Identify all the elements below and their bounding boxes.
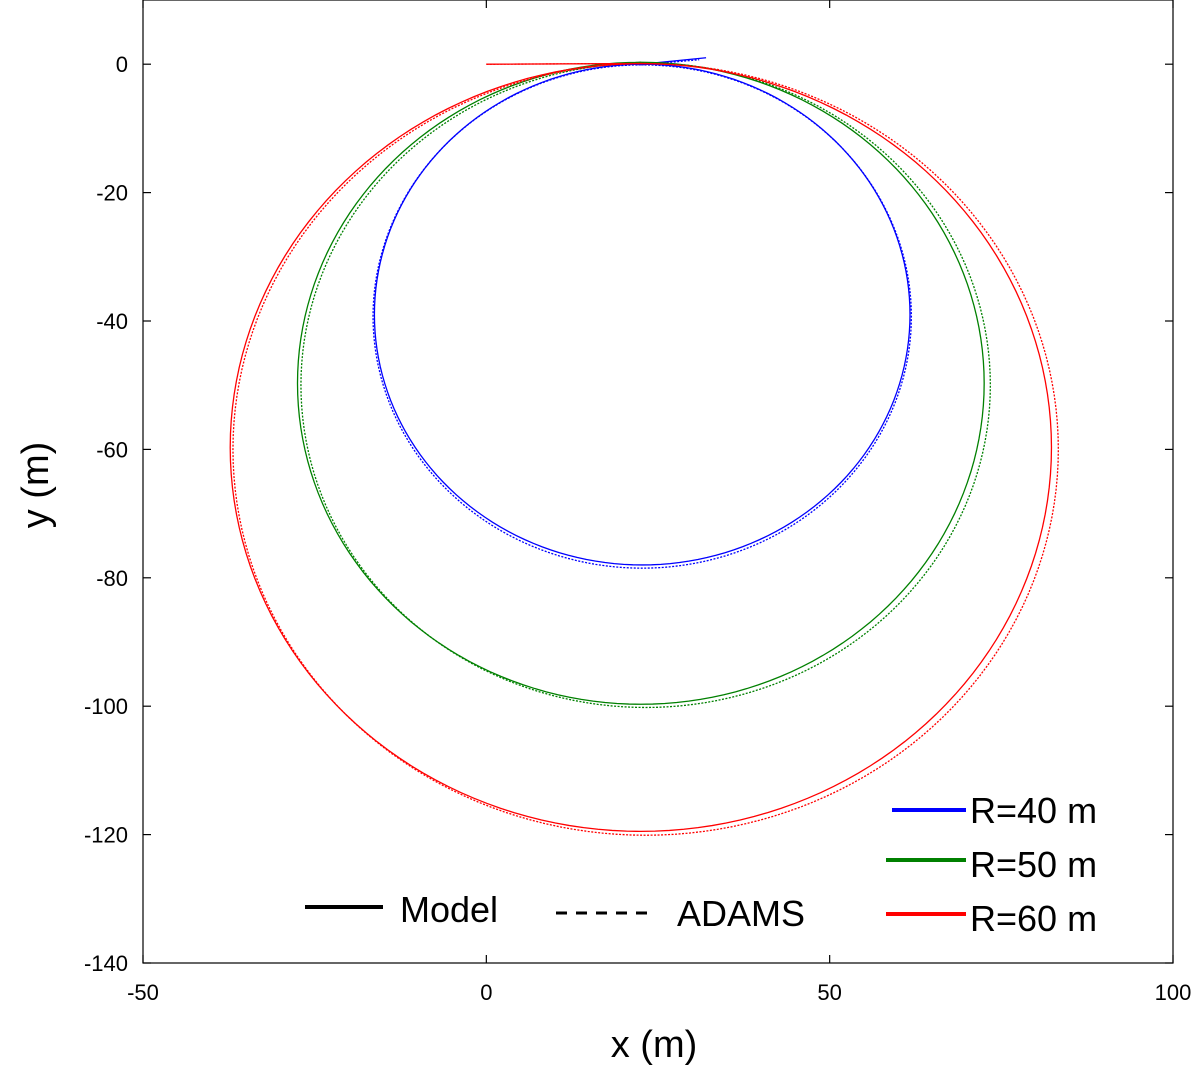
adams-curve [232,62,1059,836]
series-r-60-m [229,62,1059,836]
x-tick-label: 50 [817,980,841,1005]
x-axis-label: x (m) [611,1024,698,1066]
model-curve [296,61,985,705]
legend-label-r50: R=50 m [970,844,1097,885]
y-axis-label: y (m) [15,442,57,529]
y-tick-label: -120 [84,823,128,848]
y-tick-labels: 0 -20 -40 -60 -80 -100 -120 -140 [84,52,128,976]
y-tick-label: -140 [84,951,128,976]
adams-curve [300,62,992,709]
x-tick-label: -50 [127,980,159,1005]
model-style-label: Model [400,889,498,930]
y-tick-label: -60 [96,437,128,462]
adams-style-label: ADAMS [677,893,805,934]
trajectory-curves [229,57,1059,836]
y-tick-label: -100 [84,694,128,719]
y-tick-label: -20 [96,181,128,206]
series-legend: R=40 m R=50 m R=60 m [886,790,1097,939]
line-style-legend: Model ADAMS [305,889,805,934]
y-tick-label: -80 [96,566,128,591]
series-r-40-m [372,57,913,569]
y-tick-label: 0 [116,52,128,77]
series-r-50-m [296,61,992,709]
x-tick-label: 100 [1155,980,1192,1005]
legend-label-r60: R=60 m [970,898,1097,939]
adams-curve [372,59,913,569]
x-tick-labels: -50 0 50 100 [127,980,1191,1005]
model-curve [229,62,1053,833]
legend-label-r40: R=40 m [970,790,1097,831]
axis-ticks [142,0,1174,964]
x-tick-label: 0 [480,980,492,1005]
y-tick-label: -40 [96,309,128,334]
